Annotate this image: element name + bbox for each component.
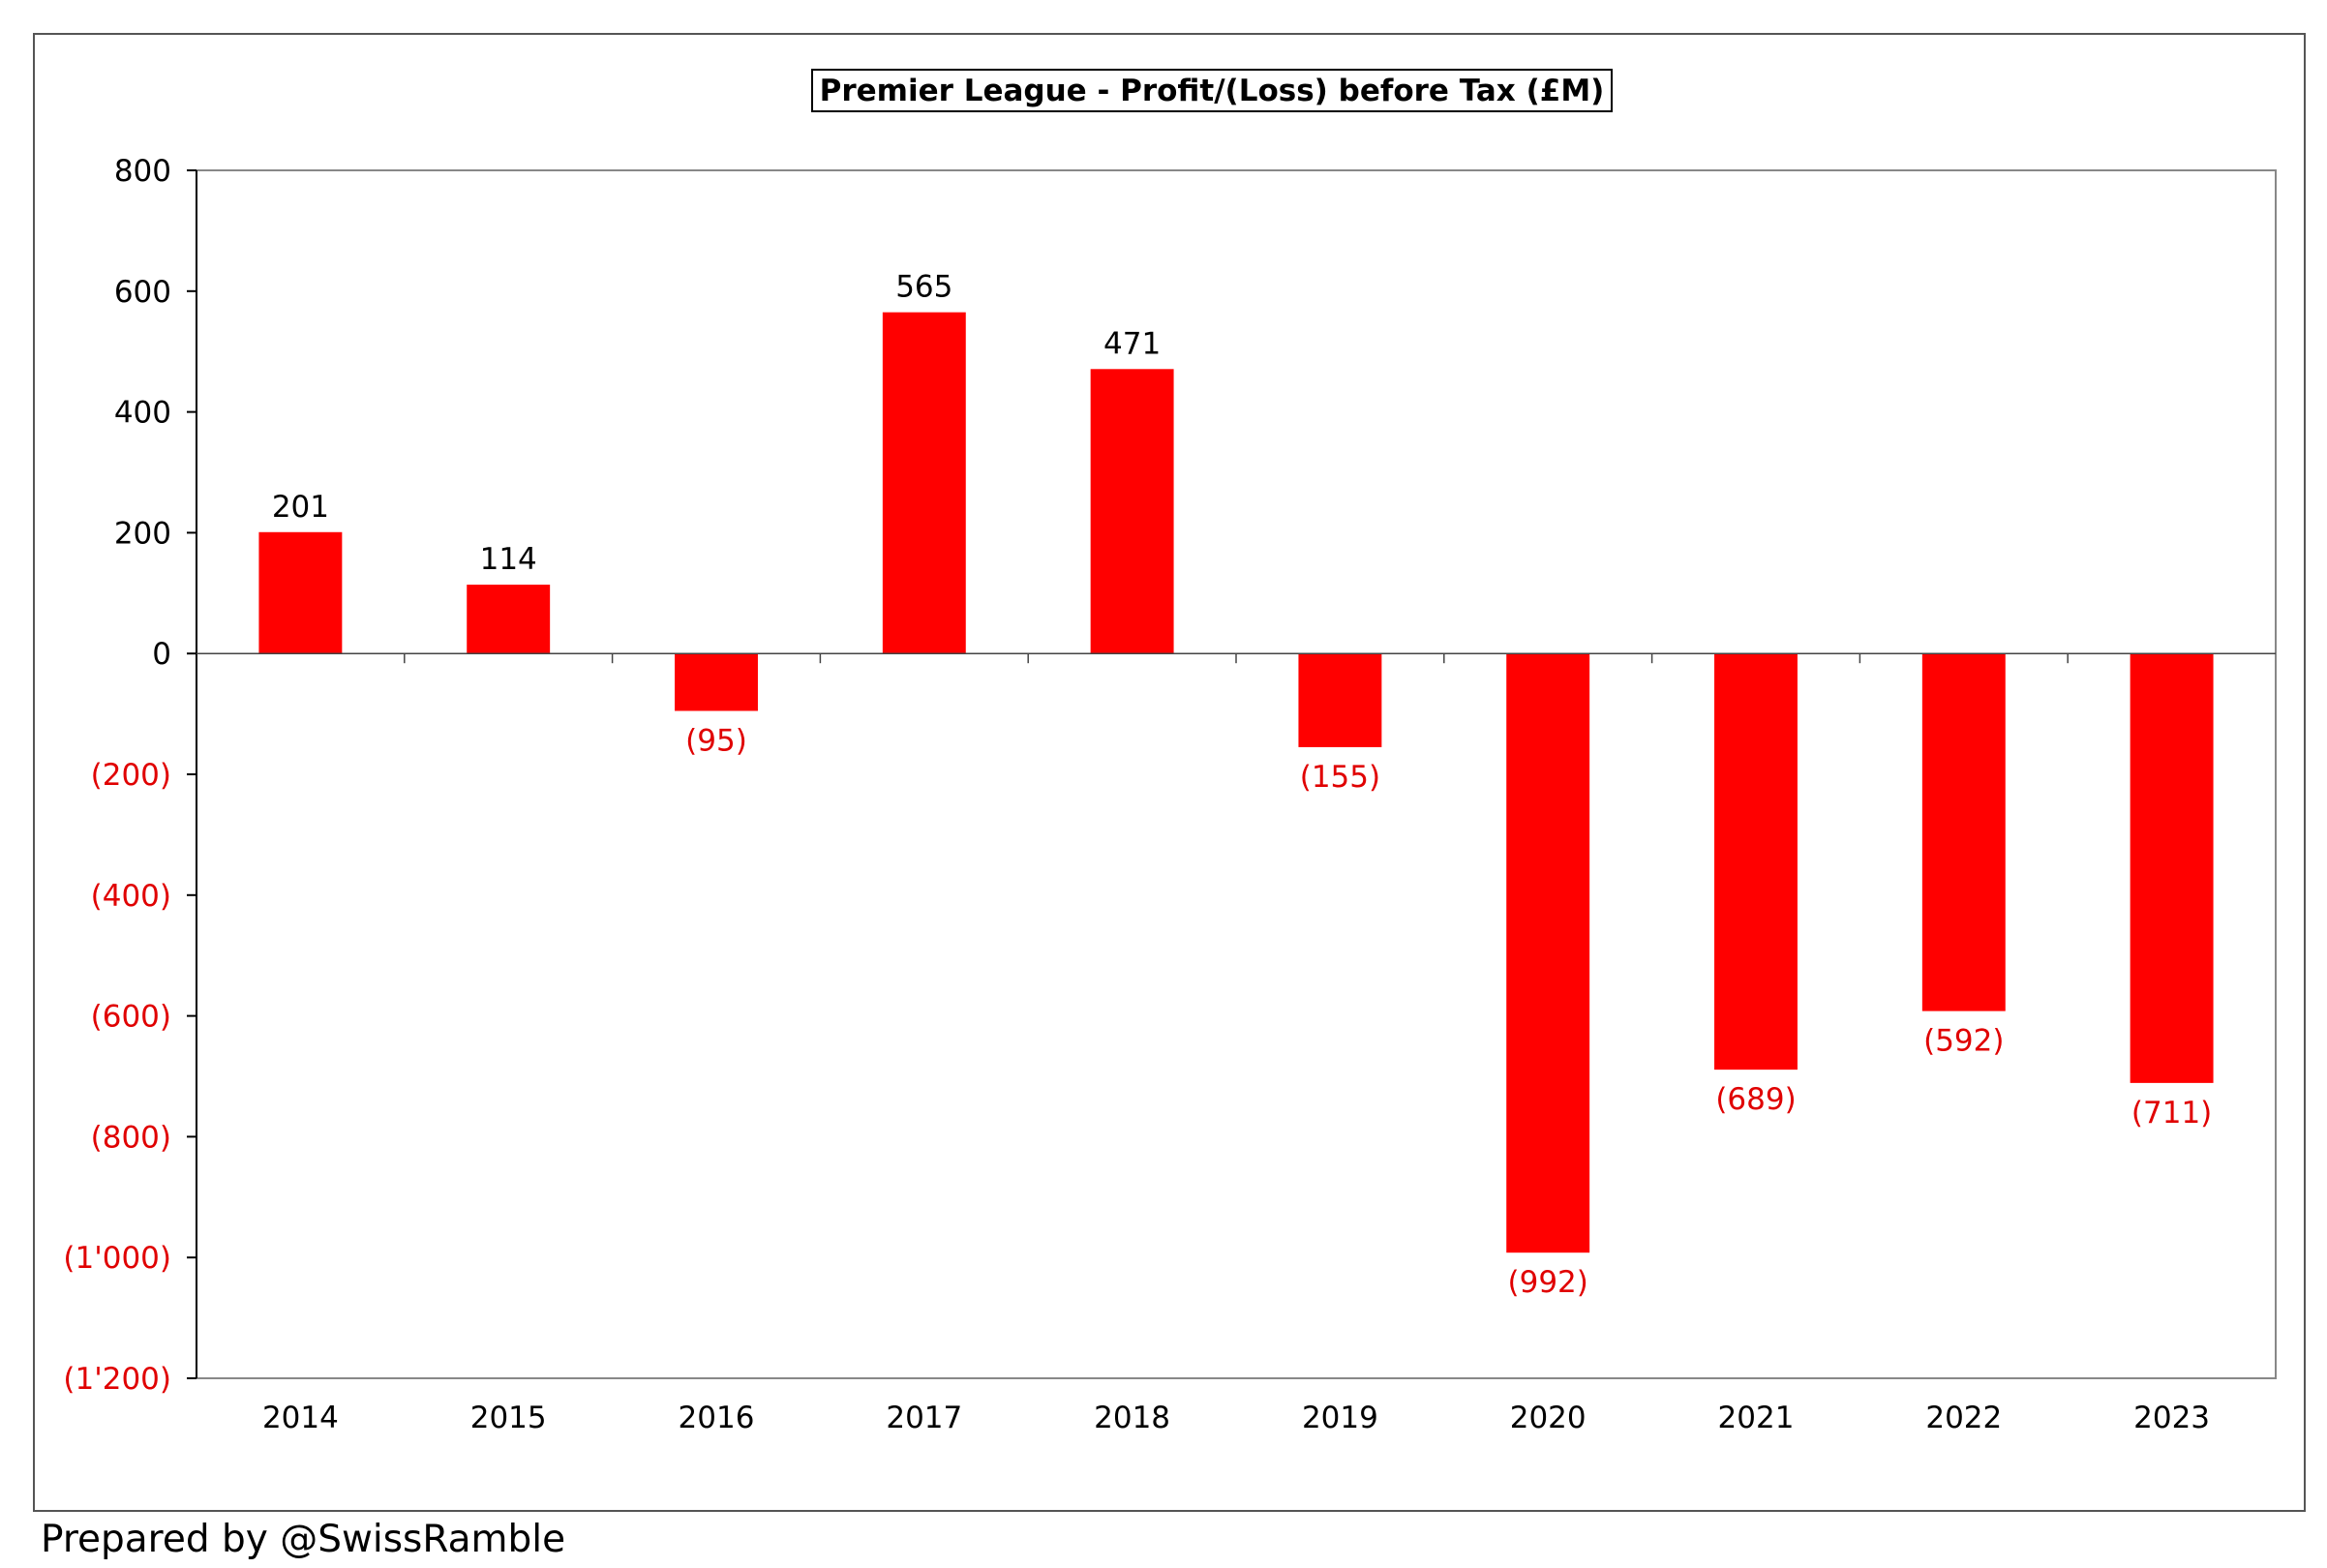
chart-title: Premier League - Profit/(Loss) before Ta… [820, 74, 1605, 108]
bar-2020 [1506, 653, 1590, 1253]
y-tick-label: 600 [114, 275, 171, 310]
axes: 800 600 400 200 0 (200) (400) (600) (800) (1'000)… [63, 154, 2276, 1435]
y-tick-label: 0 [152, 637, 171, 672]
y-tick-label: (600) [91, 1000, 171, 1035]
bar-2018 [1090, 369, 1174, 654]
data-label-2020: (992) [1508, 1265, 1588, 1300]
bar-2014 [258, 531, 343, 654]
data-label-2023: (711) [2131, 1096, 2212, 1131]
x-tick-label: 2022 [1925, 1401, 2002, 1435]
bar-2016 [675, 653, 758, 711]
data-label-2022: (592) [1923, 1024, 2004, 1059]
x-tick-label: 2018 [1094, 1401, 1170, 1435]
data-label-2015: 114 [480, 542, 537, 577]
bar-2023 [2130, 653, 2214, 1083]
x-tick-label: 2017 [886, 1401, 962, 1435]
credit-footer: Prepared by @SwissRamble [41, 1518, 566, 1561]
title-box: Premier League - Profit/(Loss) before Ta… [811, 69, 1613, 112]
y-tick-label: 800 [114, 154, 171, 189]
data-label-2021: (689) [1715, 1082, 1796, 1117]
data-label-2016: (95) [685, 723, 747, 758]
bar-2022 [1921, 653, 2006, 1011]
x-tick-label: 2020 [1510, 1401, 1587, 1435]
x-tick-label: 2015 [470, 1401, 547, 1435]
data-label-2014: 201 [272, 490, 329, 525]
y-tick-label: (1'200) [63, 1362, 171, 1397]
bar-2021 [1714, 653, 1798, 1070]
y-tick-label: (400) [91, 879, 171, 914]
x-tick-label: 2021 [1718, 1401, 1795, 1435]
x-tick-label: 2019 [1302, 1401, 1378, 1435]
data-label-2018: 471 [1103, 326, 1161, 361]
y-tick-label: (1'000) [63, 1241, 171, 1276]
bars [258, 312, 2214, 1253]
bar-2017 [882, 312, 966, 654]
data-labels: 201 114 (95) 565 471 (155) (992) (689) (592) (711… [272, 270, 2212, 1301]
x-tick-label: 2014 [262, 1401, 339, 1435]
x-tick-label: 2023 [2133, 1401, 2210, 1435]
y-tick-label: (800) [91, 1120, 171, 1155]
y-tick-label: (200) [91, 758, 171, 793]
bar-2015 [467, 585, 551, 654]
y-tick-label: 200 [114, 516, 171, 551]
title-border [811, 69, 1613, 112]
bar-2019 [1298, 653, 1382, 747]
data-label-2017: 565 [895, 270, 952, 305]
data-label-2019: (155) [1300, 760, 1380, 795]
y-tick-label: 400 [114, 396, 171, 431]
x-tick-label: 2016 [679, 1401, 755, 1435]
